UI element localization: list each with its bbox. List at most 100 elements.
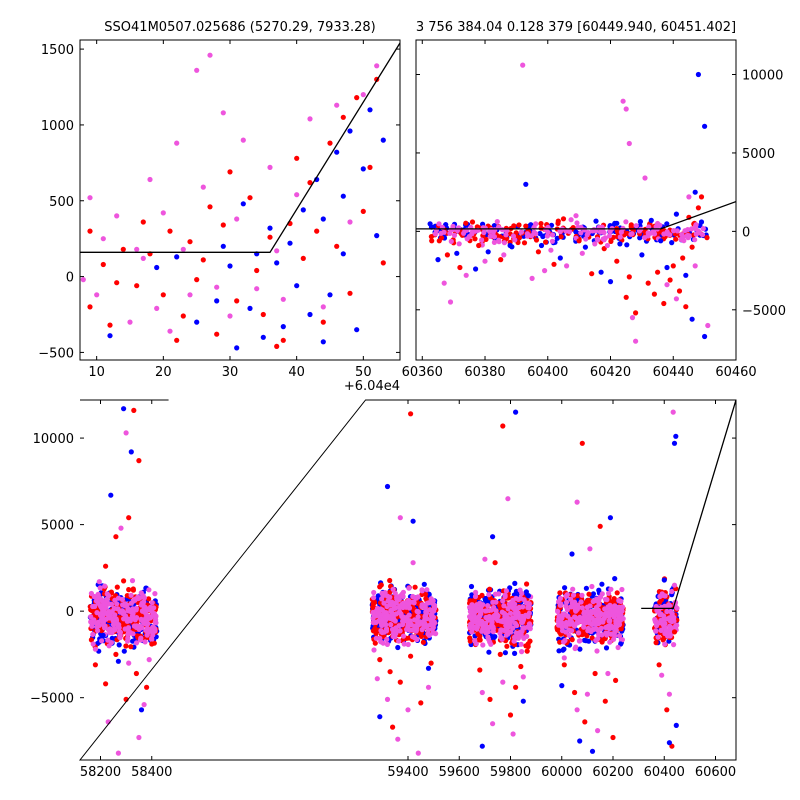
data-point-blue bbox=[435, 257, 441, 263]
data-point-pink bbox=[510, 233, 516, 239]
data-point-pink bbox=[604, 632, 610, 638]
data-point-red bbox=[523, 223, 529, 229]
data-point-pink bbox=[397, 515, 403, 521]
data-point-red bbox=[655, 269, 661, 275]
data-point-blue bbox=[639, 252, 645, 258]
data-point-red bbox=[387, 669, 393, 675]
data-point-pink bbox=[529, 275, 535, 281]
data-point-blue bbox=[562, 585, 568, 591]
data-point-pink bbox=[280, 296, 286, 302]
data-point-pink bbox=[623, 106, 629, 112]
data-point-red bbox=[671, 629, 678, 635]
data-point-blue bbox=[360, 166, 366, 172]
data-point-blue bbox=[116, 642, 122, 648]
data-point-pink bbox=[154, 305, 160, 311]
data-point-red bbox=[516, 235, 523, 241]
data-point-red bbox=[561, 662, 567, 668]
data-point-pink bbox=[393, 600, 399, 606]
y-tick-label: −5000 bbox=[742, 304, 786, 319]
data-point-pink bbox=[563, 228, 569, 234]
data-point-pink bbox=[167, 328, 173, 334]
data-point-pink bbox=[689, 226, 695, 232]
data-point-blue bbox=[374, 233, 380, 239]
data-point-pink bbox=[380, 640, 386, 646]
data-point-red bbox=[497, 651, 503, 658]
data-point-pink bbox=[490, 626, 496, 632]
data-point-pink bbox=[673, 296, 680, 302]
data-point-pink bbox=[125, 616, 131, 622]
data-point-pink bbox=[504, 628, 510, 635]
data-point-red bbox=[254, 267, 260, 274]
data-point-pink bbox=[586, 616, 592, 623]
data-point-pink bbox=[115, 750, 121, 756]
data-point-pink bbox=[664, 608, 670, 615]
data-point-blue bbox=[138, 707, 145, 713]
x-tick-label: 20 bbox=[155, 365, 172, 380]
full-range-panel: 58200 58400 59400 59600 59800 60000 60200 60400… bbox=[30, 399, 737, 780]
data-point-blue bbox=[347, 128, 353, 134]
data-point-pink bbox=[616, 598, 622, 604]
data-point-red bbox=[572, 689, 578, 696]
data-point-pink bbox=[320, 304, 326, 310]
data-point-pink bbox=[473, 641, 479, 647]
data-point-blue bbox=[491, 223, 497, 229]
data-point-pink bbox=[557, 228, 563, 234]
data-point-red bbox=[354, 95, 360, 101]
data-point-pink bbox=[334, 102, 340, 108]
data-point-red bbox=[418, 700, 424, 706]
data-point-red bbox=[538, 225, 544, 231]
data-point-red bbox=[220, 222, 226, 228]
data-point-pink bbox=[456, 241, 462, 247]
data-point-blue bbox=[154, 264, 160, 271]
data-point-blue bbox=[648, 217, 654, 223]
data-point-pink bbox=[448, 238, 454, 244]
data-point-pink bbox=[671, 228, 677, 234]
data-point-pink bbox=[658, 611, 664, 617]
data-point-blue bbox=[354, 327, 360, 333]
data-point-pink bbox=[686, 194, 692, 200]
data-point-pink bbox=[424, 587, 430, 593]
data-point-blue bbox=[692, 189, 698, 195]
data-point-pink bbox=[136, 626, 142, 633]
data-point-red bbox=[518, 663, 524, 670]
data-point-blue bbox=[673, 722, 679, 729]
data-point-pink bbox=[485, 603, 491, 609]
data-point-pink bbox=[674, 228, 680, 234]
data-point-pink bbox=[106, 643, 112, 649]
y-tick-label: 1000 bbox=[41, 119, 74, 134]
data-point-pink bbox=[520, 674, 526, 680]
data-point-pink bbox=[149, 600, 155, 606]
data-point-blue bbox=[577, 738, 583, 744]
data-point-pink bbox=[528, 233, 535, 239]
data-point-blue bbox=[664, 221, 670, 227]
data-point-pink bbox=[124, 602, 130, 608]
data-point-pink bbox=[415, 614, 421, 620]
data-point-blue bbox=[673, 433, 679, 439]
data-point-red bbox=[280, 337, 286, 343]
data-point-red bbox=[469, 219, 476, 225]
data-point-pink bbox=[560, 611, 566, 617]
data-point-blue bbox=[334, 149, 340, 155]
data-point-pink bbox=[431, 620, 437, 626]
y-tick-label: −500 bbox=[38, 346, 74, 361]
data-point-pink bbox=[142, 639, 148, 645]
data-point-pink bbox=[584, 691, 591, 697]
data-point-pink bbox=[416, 621, 422, 628]
fit-line bbox=[416, 200, 736, 230]
data-point-pink bbox=[419, 588, 425, 594]
data-point-blue bbox=[128, 449, 134, 455]
data-point-pink bbox=[559, 624, 565, 630]
data-point-red bbox=[103, 563, 109, 569]
data-point-red bbox=[477, 637, 483, 643]
data-point-blue bbox=[115, 658, 121, 664]
data-point-pink bbox=[117, 609, 123, 615]
data-point-red bbox=[610, 734, 616, 741]
data-point-pink bbox=[371, 595, 377, 601]
data-point-red bbox=[670, 263, 676, 269]
data-point-red bbox=[614, 590, 620, 596]
data-point-pink bbox=[574, 220, 580, 226]
data-point-blue bbox=[661, 577, 667, 583]
data-point-pink bbox=[473, 589, 479, 596]
data-point-pink bbox=[619, 604, 626, 610]
data-point-pink bbox=[94, 610, 100, 616]
